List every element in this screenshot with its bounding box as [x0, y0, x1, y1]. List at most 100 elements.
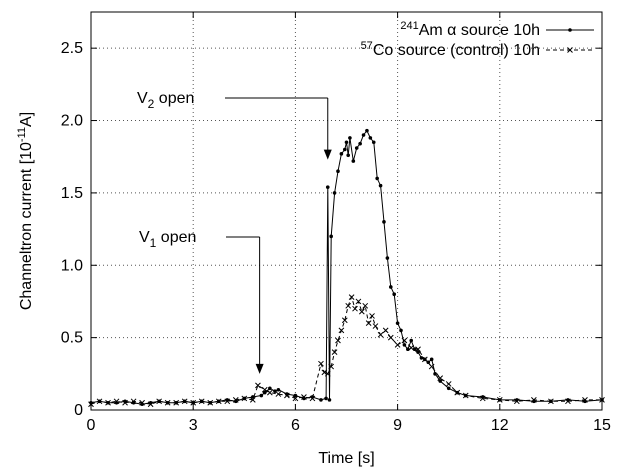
- annotation-arrowhead: [323, 149, 332, 160]
- data-point: [348, 136, 352, 140]
- data-point: [275, 391, 282, 397]
- series-0: [89, 128, 604, 407]
- data-point: [249, 397, 256, 403]
- data-point: [113, 398, 120, 405]
- annotation-label: V1 open: [139, 229, 196, 250]
- series-line-1: [90, 295, 602, 405]
- annotation-label-base: V: [137, 90, 148, 107]
- data-point: [324, 396, 328, 401]
- annotation-label-base: V: [139, 229, 150, 246]
- data-point: [339, 152, 344, 156]
- data-point: [309, 395, 316, 402]
- data-point: [190, 399, 197, 406]
- data-point: [375, 176, 379, 181]
- data-point: [262, 390, 267, 395]
- annotation-label-rest: open: [154, 90, 194, 107]
- data-point: [327, 398, 332, 402]
- data-point: [341, 317, 348, 324]
- y-axis-title-unit: A]: [18, 112, 35, 127]
- data-point: [293, 393, 298, 398]
- y-axis-title: Channeltron current [10-11A]: [16, 112, 35, 310]
- data-point: [369, 313, 375, 319]
- data-point: [429, 357, 434, 362]
- data-point: [445, 381, 452, 387]
- y-tick-label: 1.5: [61, 185, 83, 202]
- data-point: [122, 399, 128, 406]
- data-point: [332, 191, 337, 195]
- data-point: [395, 321, 400, 325]
- x-tick-label: 15: [593, 417, 611, 434]
- legend-item-1: 57Co source (control) 10h: [361, 40, 594, 59]
- data-point: [181, 398, 188, 405]
- data-point: [156, 398, 162, 405]
- data-point: [318, 360, 324, 367]
- data-point: [361, 133, 366, 137]
- data-point: [301, 394, 307, 400]
- data-point: [346, 153, 351, 158]
- data-point: [428, 363, 435, 370]
- data-point: [402, 343, 407, 347]
- data-point: [531, 397, 537, 403]
- data-point: [354, 146, 359, 150]
- data-point: [338, 327, 345, 334]
- data-point: [548, 398, 554, 405]
- data-point: [372, 323, 379, 329]
- data-point: [255, 382, 261, 389]
- legend-label-sup: 241: [400, 20, 418, 32]
- data-point: [336, 169, 340, 173]
- data-point: [401, 337, 408, 344]
- data-point: [292, 395, 299, 402]
- data-point: [198, 398, 205, 405]
- data-point: [241, 395, 248, 402]
- data-point: [565, 398, 571, 405]
- data-point: [437, 375, 444, 382]
- x-tick-label: 9: [393, 417, 402, 434]
- data-point: [276, 387, 281, 392]
- data-point: [394, 342, 401, 348]
- data-point: [377, 331, 384, 338]
- legend-label-sup: 57: [361, 40, 373, 52]
- annotation-v2: V2 open: [137, 90, 332, 160]
- annotation-label-rest: open: [156, 229, 196, 246]
- annotation-v1: V1 open: [139, 229, 264, 374]
- data-point: [454, 389, 461, 396]
- data-point: [207, 399, 214, 406]
- data-point: [319, 398, 323, 402]
- data-point: [358, 141, 362, 146]
- x-tick-label: 0: [87, 417, 96, 434]
- legend-marker: [567, 47, 573, 53]
- annotation-label: V2 open: [137, 90, 194, 111]
- y-axis-title-exp: -11: [16, 127, 28, 142]
- y-tick-label: 0: [74, 402, 83, 419]
- annotation-label-sub: 1: [150, 236, 157, 250]
- legend-label-main: Am α source 10h: [419, 22, 540, 39]
- data-point: [462, 392, 469, 399]
- data-point: [147, 401, 154, 408]
- data-point: [335, 337, 341, 344]
- data-point: [321, 369, 328, 376]
- data-point: [130, 398, 137, 405]
- data-point: [421, 356, 428, 363]
- data-point: [331, 349, 338, 355]
- data-point: [268, 386, 272, 391]
- data-point: [382, 220, 386, 224]
- data-point: [415, 346, 421, 353]
- data-point: [409, 338, 414, 343]
- data-point: [408, 344, 415, 351]
- data-point: [105, 399, 111, 406]
- data-point: [328, 363, 335, 370]
- y-tick-label: 2.0: [61, 113, 83, 130]
- y-tick-label: 2.5: [61, 40, 83, 57]
- legend-label: 241Am α source 10h: [400, 20, 540, 39]
- x-axis-title: Time [s]: [318, 450, 374, 467]
- data-point: [365, 320, 372, 327]
- plot-frame: [90, 11, 603, 411]
- data-point: [284, 392, 290, 399]
- data-point: [224, 398, 231, 405]
- data-point: [479, 395, 486, 402]
- y-tick-label: 0.5: [61, 330, 83, 347]
- data-point: [351, 159, 356, 163]
- x-tick-label: 3: [189, 417, 198, 434]
